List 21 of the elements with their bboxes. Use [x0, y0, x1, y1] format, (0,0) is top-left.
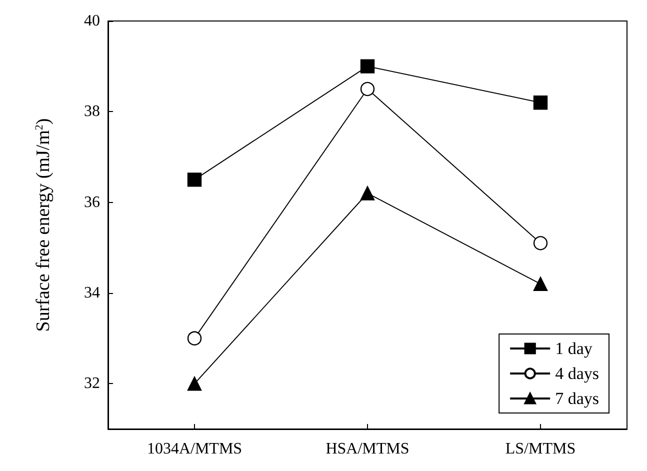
y-tick-label: 38 [84, 103, 100, 120]
y-tick-label: 32 [84, 375, 100, 392]
point [533, 236, 548, 250]
point [187, 172, 202, 187]
point [187, 331, 202, 346]
y-tick-label: 40 [84, 12, 100, 30]
y-tick-label: 36 [84, 194, 100, 211]
y-axis-title: Surface free energy (mJ/m2) [33, 118, 54, 332]
point [187, 376, 202, 391]
point [533, 276, 548, 292]
x-tick-label: 1034A/MTMS [146, 440, 242, 458]
point [360, 82, 375, 96]
x-tick-label: HSA/MTMS [326, 440, 410, 458]
legend-label: 4 days [555, 364, 600, 383]
point [360, 186, 375, 200]
legend-label: 7 days [555, 389, 600, 408]
x-tick-label: LS/MTMS [505, 440, 576, 458]
y-tick-label: 34 [84, 284, 100, 302]
legend-label: 1 day [555, 339, 593, 358]
point [360, 59, 375, 74]
point [533, 96, 548, 110]
